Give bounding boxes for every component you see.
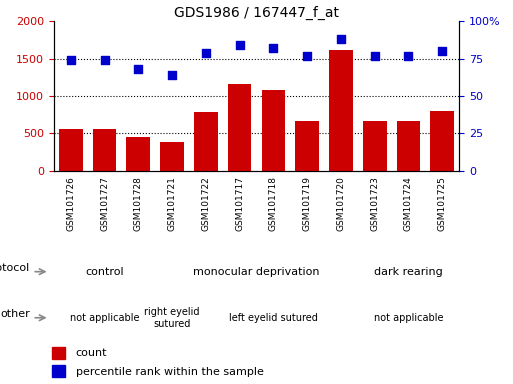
- Text: GSM101728: GSM101728: [134, 177, 143, 231]
- Text: GSM101727: GSM101727: [100, 177, 109, 231]
- Bar: [93, 129, 116, 171]
- Text: GSM101723: GSM101723: [370, 177, 379, 231]
- Bar: [194, 112, 218, 171]
- Text: GSM101724: GSM101724: [404, 177, 413, 231]
- Point: [404, 53, 412, 59]
- Text: dark rearing: dark rearing: [374, 266, 443, 277]
- Text: monocular deprivation: monocular deprivation: [193, 266, 320, 277]
- Bar: [363, 121, 386, 171]
- Text: right eyelid
sutured: right eyelid sutured: [144, 307, 200, 329]
- Point: [370, 53, 379, 59]
- Text: GSM101718: GSM101718: [269, 177, 278, 232]
- Bar: [59, 129, 83, 171]
- Bar: [52, 347, 65, 359]
- Point: [303, 53, 311, 59]
- Bar: [52, 365, 65, 377]
- Point: [235, 42, 244, 48]
- Point: [269, 45, 278, 51]
- Bar: [160, 142, 184, 171]
- Text: left eyelid sutured: left eyelid sutured: [229, 313, 318, 323]
- Bar: [295, 121, 319, 171]
- Point: [337, 36, 345, 42]
- Text: protocol: protocol: [0, 263, 30, 273]
- Point: [67, 57, 75, 63]
- Point: [168, 72, 176, 78]
- Text: not applicable: not applicable: [374, 313, 443, 323]
- Text: not applicable: not applicable: [70, 313, 139, 323]
- Title: GDS1986 / 167447_f_at: GDS1986 / 167447_f_at: [174, 6, 339, 20]
- Text: count: count: [75, 348, 107, 358]
- Text: GSM101717: GSM101717: [235, 177, 244, 232]
- Text: GSM101726: GSM101726: [66, 177, 75, 231]
- Text: percentile rank within the sample: percentile rank within the sample: [75, 367, 263, 377]
- Bar: [228, 84, 251, 171]
- Text: GSM101722: GSM101722: [201, 177, 210, 231]
- Bar: [127, 137, 150, 171]
- Text: GSM101725: GSM101725: [438, 177, 447, 231]
- Bar: [430, 111, 454, 171]
- Point: [101, 57, 109, 63]
- Text: GSM101720: GSM101720: [337, 177, 345, 231]
- Text: other: other: [0, 309, 30, 319]
- Bar: [329, 50, 353, 171]
- Point: [202, 50, 210, 56]
- Text: control: control: [85, 266, 124, 277]
- Bar: [262, 90, 285, 171]
- Point: [134, 66, 143, 72]
- Bar: [397, 121, 420, 171]
- Point: [438, 48, 446, 54]
- Text: GSM101721: GSM101721: [168, 177, 176, 231]
- Text: GSM101719: GSM101719: [303, 177, 312, 232]
